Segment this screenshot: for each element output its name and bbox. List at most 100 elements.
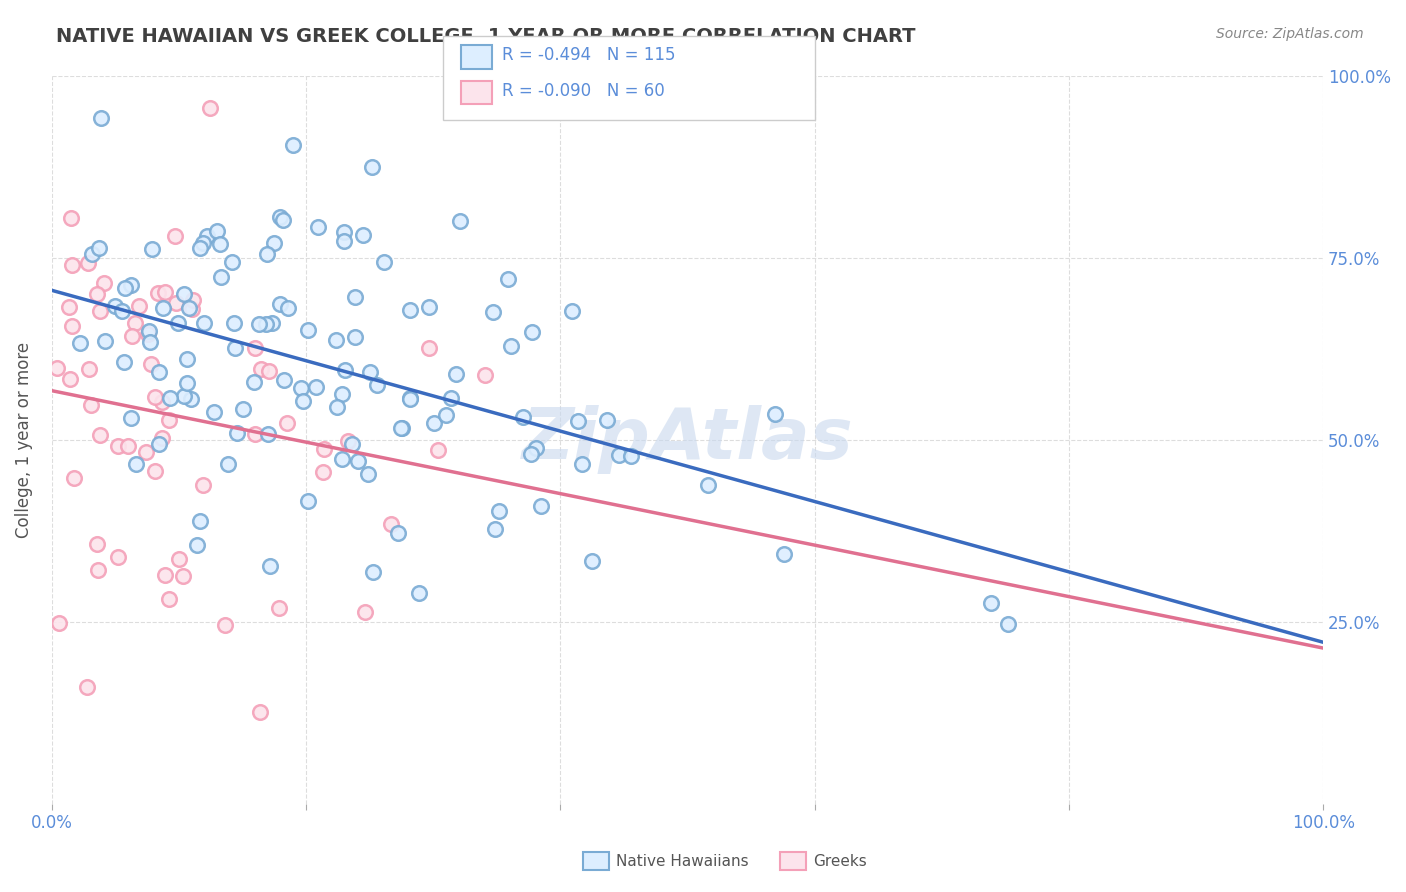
Point [571, 457, 593, 471]
Point [276, 416, 298, 430]
Point [159, 413, 181, 427]
Point [195, 229, 218, 244]
Point [380, 516, 402, 531]
Text: NATIVE HAWAIIAN VS GREEK COLLEGE, 1 YEAR OR MORE CORRELATION CHART: NATIVE HAWAIIAN VS GREEK COLLEGE, 1 YEAR… [56, 27, 915, 45]
Point [69, 335, 91, 350]
Point [89, 428, 111, 442]
Point [150, 432, 173, 446]
Text: Greeks: Greeks [813, 855, 866, 869]
Point [167, 552, 190, 566]
Point [193, 316, 215, 330]
Point [94, 334, 117, 348]
Point [181, 293, 204, 307]
Point [291, 393, 314, 408]
Text: ZipAtlas: ZipAtlas [522, 405, 853, 475]
Point [312, 442, 335, 457]
Point [522, 325, 544, 339]
Point [163, 229, 186, 244]
Point [607, 449, 630, 463]
Point [104, 299, 127, 313]
Point [148, 365, 170, 379]
Point [484, 522, 506, 536]
Point [389, 421, 412, 435]
Point [561, 303, 583, 318]
Point [269, 600, 291, 615]
Point [763, 407, 786, 421]
Point [449, 214, 471, 228]
Point [191, 478, 214, 492]
Point [111, 303, 134, 318]
Point [60, 259, 83, 273]
Text: Native Hawaiians: Native Hawaiians [616, 855, 748, 869]
Point [259, 559, 281, 574]
Point [519, 447, 541, 461]
Point [121, 411, 143, 425]
Point [87, 242, 110, 256]
Text: Source: ZipAtlas.com: Source: ZipAtlas.com [1216, 27, 1364, 41]
Point [408, 586, 430, 600]
Point [260, 316, 283, 330]
Point [257, 427, 280, 442]
Point [191, 236, 214, 251]
Point [333, 235, 356, 249]
Point [363, 566, 385, 580]
Point [333, 363, 356, 377]
Point [86, 287, 108, 301]
Point [152, 301, 174, 315]
Point [173, 286, 195, 301]
Point [387, 525, 409, 540]
Point [153, 567, 176, 582]
Point [198, 101, 221, 115]
Point [173, 389, 195, 403]
Point [488, 504, 510, 518]
Point [620, 449, 643, 463]
Point [172, 569, 194, 583]
Point [124, 316, 146, 330]
Point [361, 160, 384, 174]
Point [139, 334, 162, 349]
Point [567, 414, 589, 428]
Point [139, 357, 162, 371]
Point [165, 296, 187, 310]
Point [359, 365, 381, 379]
Point [157, 592, 180, 607]
Point [418, 300, 440, 314]
Point [77, 362, 100, 376]
Point [121, 329, 143, 343]
Point [422, 417, 444, 431]
Point [186, 538, 208, 552]
Point [330, 452, 353, 467]
Point [146, 285, 169, 300]
Point [391, 421, 413, 435]
Point [159, 391, 181, 405]
Point [434, 408, 457, 422]
Y-axis label: College, 1 year or more: College, 1 year or more [15, 342, 32, 538]
Point [177, 301, 200, 315]
Point [297, 494, 319, 508]
Point [60, 318, 83, 333]
Point [427, 443, 450, 458]
Point [273, 373, 295, 387]
Point [357, 467, 380, 482]
Point [117, 439, 139, 453]
Point [512, 409, 534, 424]
Point [254, 318, 277, 332]
Point [181, 301, 204, 316]
Point [398, 302, 420, 317]
Point [214, 618, 236, 632]
Point [277, 301, 299, 315]
Point [80, 247, 103, 261]
Point [138, 324, 160, 338]
Point [307, 219, 329, 234]
Point [354, 605, 377, 619]
Point [59, 372, 82, 386]
Point [60, 211, 83, 226]
Point [224, 341, 246, 355]
Point [366, 378, 388, 392]
Point [297, 323, 319, 337]
Point [180, 392, 202, 407]
Point [245, 341, 267, 355]
Point [269, 297, 291, 311]
Point [353, 227, 375, 242]
Text: R = -0.494   N = 115: R = -0.494 N = 115 [502, 46, 675, 64]
